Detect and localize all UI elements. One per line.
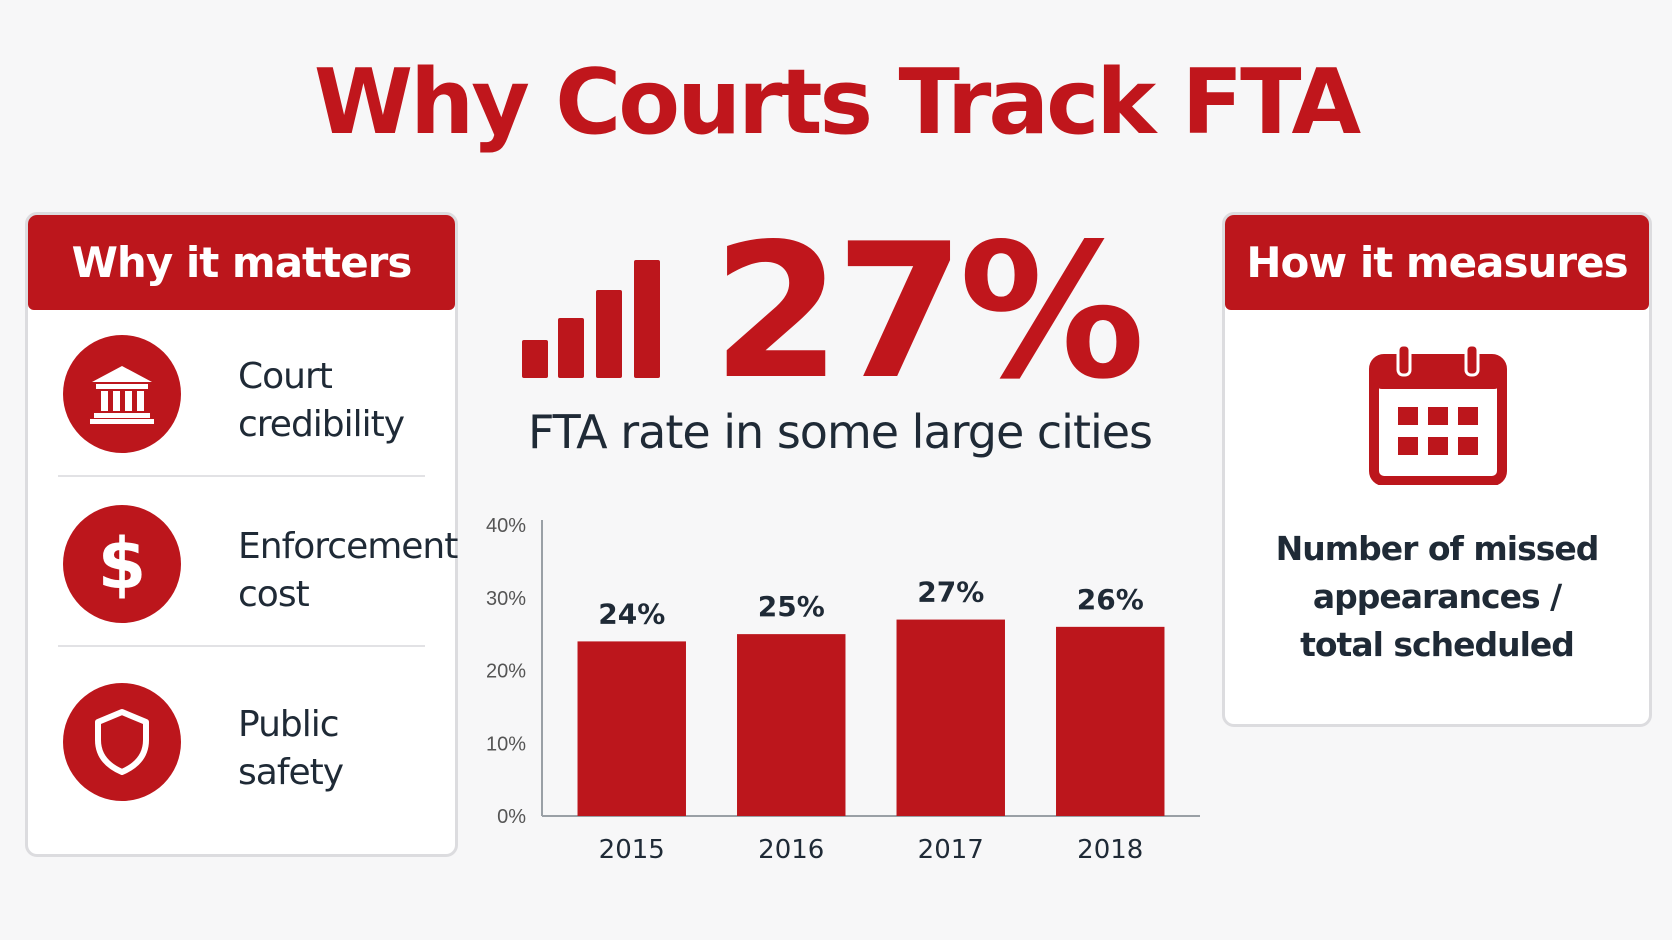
fta-bar-chart: 0% 10% 20% 30% 40% 24% 2015 25% 2016 27% 2017 26% 20…: [486, 515, 1200, 865]
how-it-measures-header: How it measures: [1225, 215, 1649, 310]
why-it-matters-card: Why it matters Court credibility $ Enfor…: [25, 212, 458, 857]
why-it-matters-header: Why it matters: [28, 215, 455, 310]
bar: [896, 619, 1005, 816]
shield-icon: [63, 683, 181, 801]
bar-chart-icon: [522, 260, 660, 378]
public-safety-label: Public safety: [238, 704, 344, 793]
divider: [58, 645, 425, 647]
court-credibility-item: Court credibility: [58, 335, 425, 455]
y-tick-label: 10%: [486, 733, 526, 755]
divider: [58, 475, 425, 477]
y-tick-label: 30%: [486, 588, 526, 610]
dollar-icon: $: [63, 505, 181, 623]
x-tick-label: 2015: [599, 835, 665, 865]
x-tick-label: 2018: [1077, 835, 1143, 865]
fta-rate-caption: FTA rate in some large cities: [527, 405, 1153, 459]
x-tick-label: 2017: [918, 835, 984, 865]
enforcement-cost-label: Enforcement cost: [238, 526, 458, 615]
bar-value-label: 27%: [917, 576, 984, 609]
bar-value-label: 26%: [1077, 583, 1144, 616]
page-title: Why Courts Track FTA: [313, 50, 1361, 155]
x-tick-label: 2016: [758, 835, 824, 865]
enforcement-cost-item: $ Enforcement cost: [58, 505, 458, 625]
bar-value-label: 25%: [758, 590, 825, 623]
bar-value-label: 24%: [598, 597, 665, 630]
court-credibility-label: Court credibility: [238, 356, 405, 445]
bar: [737, 634, 846, 816]
public-safety-item: Public safety: [58, 683, 425, 803]
y-tick-label: 0%: [497, 806, 526, 828]
calendar-icon: [1369, 345, 1507, 485]
how-it-measures-card: How it measures Number of missed appeara…: [1222, 212, 1652, 727]
y-tick-label: 40%: [486, 515, 526, 537]
measure-description: Number of missed appearances / total sch…: [1275, 529, 1600, 664]
bar: [577, 641, 686, 816]
bar: [1056, 626, 1165, 816]
fta-rate-value: 27%: [712, 203, 1145, 420]
y-tick-label: 20%: [486, 661, 526, 683]
courthouse-icon: [63, 335, 181, 453]
